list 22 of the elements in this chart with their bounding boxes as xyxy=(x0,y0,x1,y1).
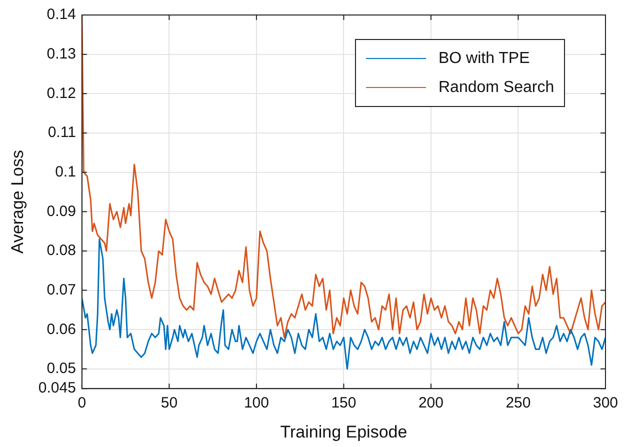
y-tick-label: 0.09 xyxy=(46,202,76,220)
x-tick-label: 200 xyxy=(418,394,444,412)
y-tick-label: 0.14 xyxy=(46,6,76,24)
y-tick-label: 0.13 xyxy=(46,45,76,62)
y-tick-label: 0.05 xyxy=(46,360,76,378)
x-tick-label: 300 xyxy=(592,394,618,412)
legend-label: Random Search xyxy=(438,78,554,96)
x-tick-label: 50 xyxy=(160,394,178,412)
x-axis-title: Training Episode xyxy=(280,422,408,442)
x-tick-label: 250 xyxy=(506,394,531,412)
y-tick-label: 0.045 xyxy=(38,380,76,397)
y-tick-label: 0.08 xyxy=(46,242,76,260)
x-tick-label: 100 xyxy=(244,394,269,412)
x-tick-label: 0 xyxy=(78,394,86,412)
x-tick-label: 150 xyxy=(331,394,356,412)
legend-label: BO with TPE xyxy=(438,50,530,68)
y-tick-label: 0.1 xyxy=(55,163,76,180)
y-tick-label: 0.07 xyxy=(46,281,76,298)
y-tick-label: 0.06 xyxy=(46,320,76,338)
y-axis-title: Average Loss xyxy=(8,150,27,254)
y-tick-label: 0.12 xyxy=(46,84,76,102)
y-tick-label: 0.11 xyxy=(48,124,76,142)
